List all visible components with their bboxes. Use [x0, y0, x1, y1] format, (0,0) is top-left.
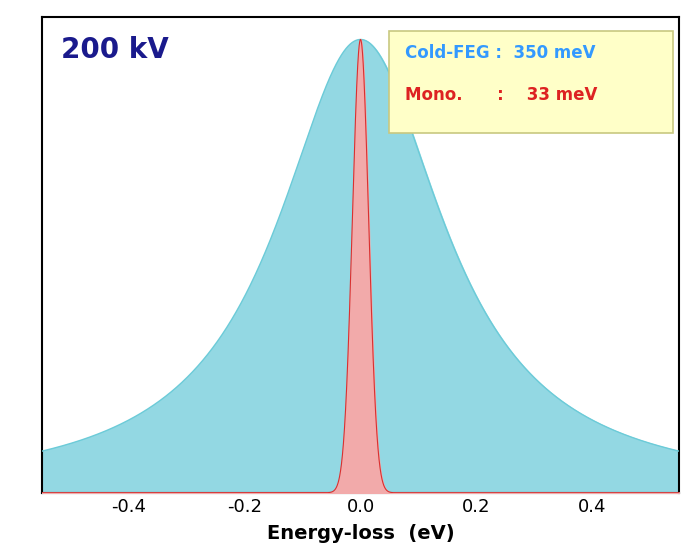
X-axis label: Energy-loss  (eV): Energy-loss (eV)	[267, 524, 454, 543]
Text: 200 kV: 200 kV	[61, 36, 169, 64]
Text: Mono.      :    33 meV: Mono. : 33 meV	[405, 86, 598, 104]
FancyBboxPatch shape	[389, 31, 673, 133]
Text: Cold-FEG :  350 meV: Cold-FEG : 350 meV	[405, 44, 596, 62]
